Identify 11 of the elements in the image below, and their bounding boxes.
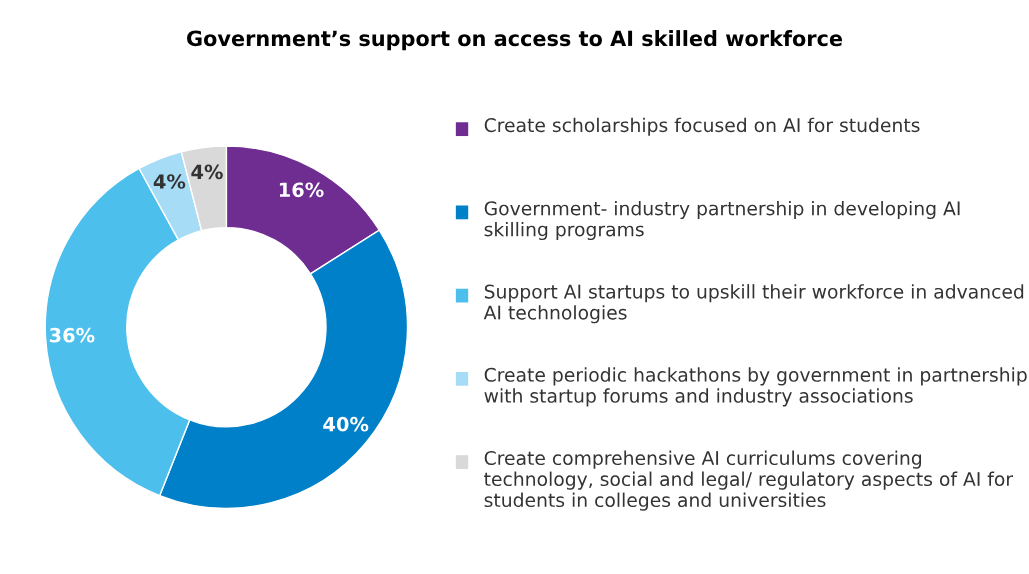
legend-label: Create periodic hackathons by government in partnership with startup forums and industry associations [484, 367, 1027, 407]
legend-label: Create comprehensive AI curriculums covering technology, social and legal/ regulatory aspects of AI for students in colleges and universities [484, 450, 1014, 511]
data-label: 4% [153, 174, 186, 189]
data-label: 40% [323, 416, 369, 432]
data-label: 36% [49, 327, 95, 343]
data-label: 16% [279, 182, 324, 198]
legend-label: Create scholarships focused on AI for students [484, 117, 920, 136]
legend-label: Government- industry partnership in developing AI skilling programs [484, 200, 960, 241]
chart-title: Government’s support on access to AI skilled workforce [187, 30, 843, 51]
legend-label: Support AI startups to upskill their workforce in advanced AI technologies [483, 284, 1024, 324]
data-label: 4% [191, 164, 223, 180]
